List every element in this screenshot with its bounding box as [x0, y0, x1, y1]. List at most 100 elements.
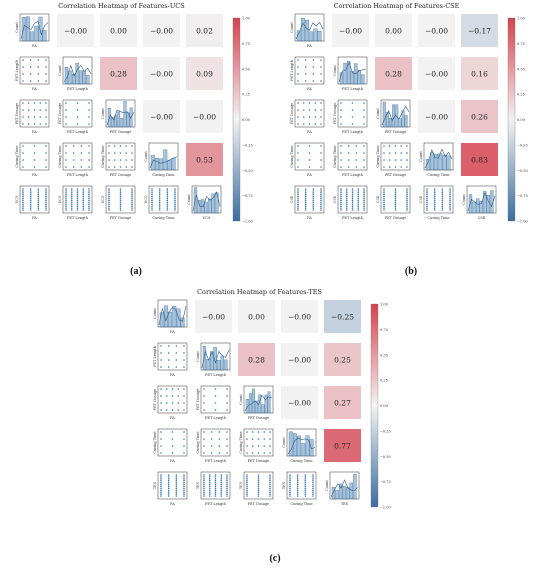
- kde-line: [201, 349, 230, 369]
- scatter-point: [151, 197, 153, 200]
- corr-cell: [375, 14, 412, 47]
- scatter-point: [65, 116, 67, 118]
- scatter-point: [210, 445, 213, 447]
- row-y-label: CSE: [376, 195, 380, 203]
- scatter-point: [203, 474, 205, 476]
- scatter-point: [345, 188, 348, 190]
- scatter-point: [45, 123, 47, 125]
- scatter-point: [108, 199, 110, 202]
- row-y-label: TES: [196, 481, 200, 489]
- histogram-bar: [163, 149, 168, 171]
- col-x-label: FA: [307, 130, 312, 134]
- scatter-point: [183, 431, 185, 433]
- scatter-point: [171, 388, 174, 390]
- scatter-point: [296, 478, 299, 480]
- subplot-frame: [380, 142, 411, 171]
- colorbar-tick-label: −0.25: [517, 143, 528, 147]
- scatter-point: [340, 193, 342, 196]
- scatter-point: [65, 192, 67, 194]
- scatter-point: [449, 193, 451, 196]
- scatter-point: [175, 485, 178, 488]
- scatter-point: [297, 123, 299, 125]
- scatter-point: [22, 195, 24, 198]
- scatter-point: [347, 159, 350, 161]
- scatter-point: [320, 207, 322, 209]
- scatter-point: [151, 209, 153, 211]
- scatter-point: [183, 352, 185, 354]
- corr-value-label: −0.00: [193, 113, 216, 122]
- scatter-point: [406, 201, 408, 204]
- histogram-bar: [264, 394, 268, 414]
- scatter-point: [208, 481, 211, 484]
- scatter-point: [269, 487, 271, 490]
- scatter-point: [65, 190, 67, 192]
- histogram-bar: [392, 104, 396, 128]
- col-x-label: PET Length: [205, 416, 227, 420]
- scatter-point: [22, 190, 24, 192]
- scatter-point: [308, 109, 311, 111]
- row-y-label: Curing Time: [290, 145, 294, 167]
- scatter-point: [166, 192, 169, 194]
- subplot-frame: [62, 99, 93, 128]
- scatter-point: [174, 190, 176, 192]
- scatter-point: [289, 487, 291, 490]
- histogram-bar: [171, 157, 176, 171]
- scatter-point: [76, 188, 79, 190]
- scatter-point: [269, 476, 271, 478]
- corr-value-label: 0.09: [196, 70, 213, 79]
- scatter-point: [304, 483, 307, 486]
- scatter-point: [226, 395, 228, 397]
- scatter-point: [208, 489, 211, 492]
- scatter-point: [406, 209, 408, 211]
- histogram-bar: [172, 306, 177, 328]
- scatter-point: [45, 145, 47, 147]
- colorbar: [507, 17, 516, 222]
- scatter-point: [296, 485, 299, 488]
- scatter-point: [171, 402, 174, 404]
- histogram-bar: [483, 191, 487, 214]
- scatter-point: [76, 203, 79, 206]
- scatter-point: [108, 197, 110, 200]
- scatter-point: [45, 188, 47, 190]
- row-y-label: PET Dosage: [196, 389, 200, 410]
- col-x-label: Curing Time: [152, 216, 174, 220]
- scatter-point: [183, 489, 185, 492]
- scatter-point: [426, 192, 428, 194]
- scatter-point: [171, 395, 174, 397]
- scatter-point: [441, 207, 444, 209]
- histogram-bar: [425, 159, 430, 171]
- scatter-point: [203, 478, 205, 480]
- scatter-point: [183, 481, 185, 484]
- scatter-point: [151, 188, 153, 190]
- scatter-point: [88, 209, 90, 211]
- scatter-point: [226, 431, 228, 433]
- corr-value-label: 0.28: [385, 70, 402, 79]
- col-x-label: PET Dosage: [110, 130, 131, 134]
- histogram-bar: [354, 63, 358, 85]
- scatter-point: [203, 479, 205, 482]
- scatter-point: [269, 495, 271, 497]
- scatter-point: [441, 205, 444, 207]
- scatter-point: [131, 197, 133, 200]
- scatter-point: [151, 201, 153, 204]
- col-x-label: Curing Time: [427, 216, 449, 220]
- scatter-point: [269, 438, 271, 440]
- scatter-point: [304, 493, 307, 495]
- scatter-point: [226, 474, 228, 476]
- scatter-point: [394, 145, 397, 147]
- scatter-point: [320, 109, 322, 111]
- scatter-point: [312, 203, 315, 206]
- scatter-point: [320, 199, 322, 202]
- scatter-point: [304, 474, 307, 476]
- scatter-point: [166, 190, 169, 192]
- scatter-point: [308, 152, 311, 154]
- scatter-point: [177, 402, 180, 404]
- scatter-point: [203, 431, 205, 433]
- scatter-point: [363, 201, 365, 204]
- scatter-point: [340, 123, 342, 125]
- scatter-point: [167, 495, 170, 497]
- scatter-point: [203, 483, 205, 486]
- caption-b: (b): [404, 266, 418, 277]
- scatter-point: [183, 438, 185, 440]
- scatter-point: [400, 152, 403, 154]
